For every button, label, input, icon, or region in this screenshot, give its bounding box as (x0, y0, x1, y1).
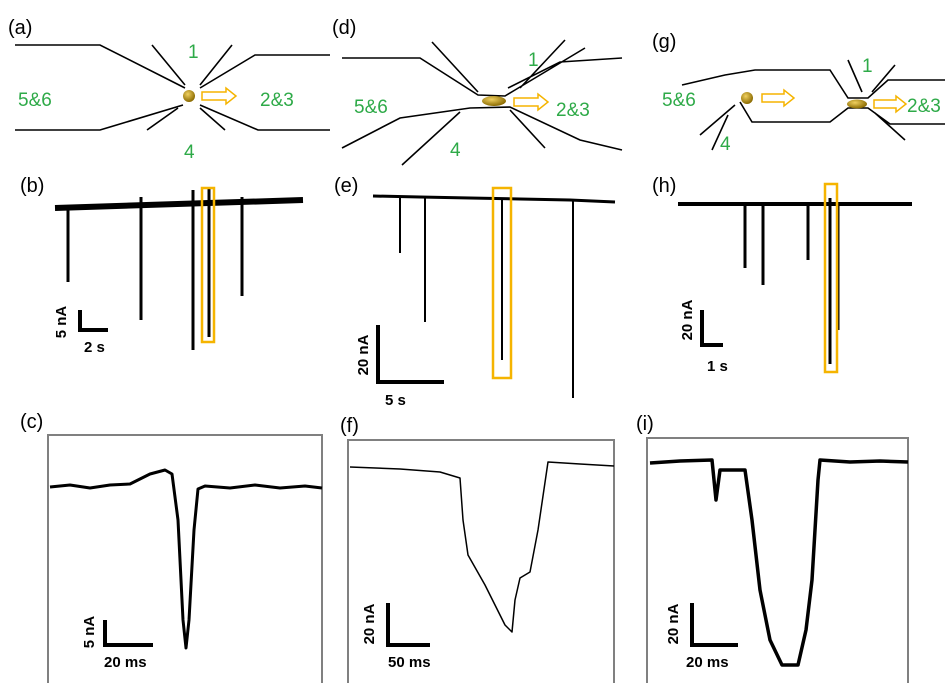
scale-label: 20 nA (665, 603, 682, 644)
channel-label: 5&6 (354, 97, 388, 118)
panel-label: (a) (8, 17, 32, 39)
scale-bar (378, 325, 444, 382)
channel-label: 4 (720, 134, 731, 155)
channel-label: 5&6 (18, 90, 52, 111)
arrow (514, 94, 548, 110)
particle (847, 100, 867, 109)
channel-label: 1 (528, 50, 539, 71)
panel-label: (g) (652, 31, 676, 53)
trace-spikes (400, 197, 573, 398)
scale-bar (388, 603, 430, 645)
channel-label: 2&3 (556, 100, 590, 121)
figure: (a) 1 5&6 2&3 4 (d) 1 5&6 2&3 4 (g) 1 5&… (0, 0, 945, 683)
scale-label: 5 nA (53, 306, 70, 339)
scale-label: 5 s (385, 392, 406, 409)
channel-label: 4 (450, 140, 461, 161)
trace-baseline (55, 200, 303, 208)
scale-bar (692, 603, 738, 645)
channel-label: 1 (188, 42, 199, 63)
scale-label: 1 s (707, 358, 728, 375)
scale-bar (105, 620, 153, 645)
scale-label: 2 s (84, 339, 105, 356)
scale-bar (80, 310, 108, 330)
channel-walls (15, 45, 330, 130)
arrow (874, 96, 906, 112)
scale-bar (702, 310, 723, 345)
scale-label: 20 nA (361, 603, 378, 644)
panel-label: (e) (334, 175, 358, 197)
channel-label: 1 (862, 56, 873, 77)
channel-label: 4 (184, 142, 195, 163)
channel-label: 2&3 (907, 96, 941, 117)
channel-label: 5&6 (662, 90, 696, 111)
panel-label: (f) (340, 415, 359, 437)
scale-label: 20 ms (104, 654, 147, 671)
particle (741, 92, 753, 104)
panel-label: (b) (20, 175, 44, 197)
scale-label: 5 nA (81, 616, 98, 649)
scale-label: 20 nA (679, 299, 696, 340)
zoom-trace (650, 460, 908, 665)
scale-label: 20 ms (686, 654, 729, 671)
scale-label: 20 nA (355, 334, 372, 375)
panel-label: (i) (636, 413, 654, 435)
arrow (762, 90, 794, 106)
zoom-frame (647, 438, 908, 683)
panel-label: (d) (332, 17, 356, 39)
scale-label: 50 ms (388, 654, 431, 671)
arrow (202, 88, 236, 104)
particle (482, 96, 506, 106)
particle (183, 90, 195, 102)
panel-label: (h) (652, 175, 676, 197)
channel-label: 2&3 (260, 90, 294, 111)
trace-spikes (68, 188, 242, 350)
panel-label: (c) (20, 411, 43, 433)
